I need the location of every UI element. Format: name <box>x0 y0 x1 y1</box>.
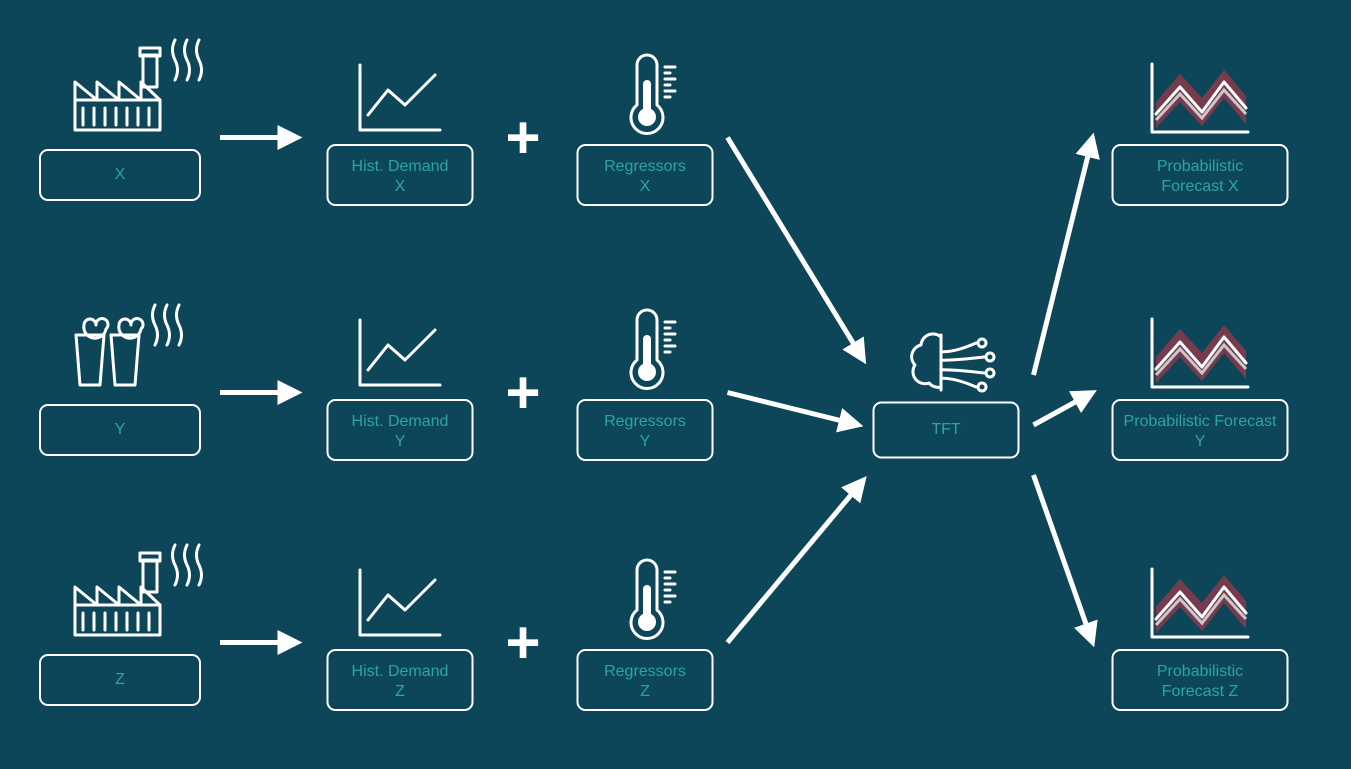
forecast-box-Z-label-2: Forecast Z <box>1162 683 1239 700</box>
forecast-box-Z: Probabilistic Forecast Z <box>1113 650 1288 710</box>
thermometer-icon <box>631 560 675 638</box>
forecast-box-X: Probabilistic Forecast X <box>1113 145 1288 205</box>
factory-icon <box>75 40 202 130</box>
plus-Z: + <box>505 609 540 676</box>
arrow-reg-tft-Z <box>728 480 864 643</box>
arrow-reg-tft-X <box>728 138 864 361</box>
ai-brain-icon <box>912 334 994 391</box>
tft-box: TFT <box>874 403 1019 458</box>
regressor-box-Z-label-1: Regressors <box>604 663 686 680</box>
line-chart-icon <box>360 320 440 385</box>
factory-box-X: X <box>40 150 200 200</box>
demand-box-Y-label-2: Y <box>395 433 406 450</box>
demand-box-Z-label-1: Hist. Demand <box>352 663 449 680</box>
line-chart-icon <box>360 570 440 635</box>
forecast-chart-icon <box>1152 64 1248 132</box>
thermometer-icon <box>631 55 675 133</box>
line-chart-icon <box>360 65 440 130</box>
regressor-box-Y-label-1: Regressors <box>604 413 686 430</box>
arrow-reg-tft-Y <box>728 393 859 426</box>
regressor-box-X-label-2: X <box>640 178 651 195</box>
forecast-box-Y-label-2: Y <box>1195 433 1206 450</box>
plus-X: + <box>505 104 540 171</box>
forecast-box-X-label-2: Forecast X <box>1161 178 1239 195</box>
regressor-box-Y: Regressors Y <box>578 400 713 460</box>
forecast-box-Y: Probabilistic Forecast Y <box>1113 400 1288 460</box>
forecast-box-X-label-1: Probabilistic <box>1157 158 1243 175</box>
demand-box-X-label-1: Hist. Demand <box>352 158 449 175</box>
factory-icon <box>76 305 182 385</box>
factory-box-X-label: X <box>115 166 126 183</box>
factory-box-Z-label: Z <box>115 671 125 688</box>
factory-box-Z: Z <box>40 655 200 705</box>
regressor-box-Y-label-2: Y <box>640 433 651 450</box>
demand-box-X: Hist. Demand X <box>328 145 473 205</box>
factory-box-Y-label: Y <box>115 421 126 438</box>
demand-box-Y-label-1: Hist. Demand <box>352 413 449 430</box>
arrow-tft-fc-Y <box>1034 393 1093 426</box>
regressor-box-X: Regressors X <box>578 145 713 205</box>
forecast-box-Y-label-1: Probabilistic Forecast <box>1124 413 1278 430</box>
arrow-tft-fc-X <box>1034 138 1093 376</box>
demand-box-X-label-2: X <box>395 178 406 195</box>
forecast-chart-icon <box>1152 319 1248 387</box>
demand-box-Z: Hist. Demand Z <box>328 650 473 710</box>
plus-Y: + <box>505 359 540 426</box>
regressor-box-Z: Regressors Z <box>578 650 713 710</box>
regressor-box-X-label-1: Regressors <box>604 158 686 175</box>
factory-icon <box>75 545 202 635</box>
forecast-chart-icon <box>1152 569 1248 637</box>
arrow-tft-fc-Z <box>1034 475 1093 643</box>
demand-box-Y: Hist. Demand Y <box>328 400 473 460</box>
regressor-box-Z-label-2: Z <box>640 683 650 700</box>
tft-box-label: TFT <box>931 421 961 438</box>
demand-box-Z-label-2: Z <box>395 683 405 700</box>
forecast-box-Z-label-1: Probabilistic <box>1157 663 1243 680</box>
thermometer-icon <box>631 310 675 388</box>
factory-box-Y: Y <box>40 405 200 455</box>
